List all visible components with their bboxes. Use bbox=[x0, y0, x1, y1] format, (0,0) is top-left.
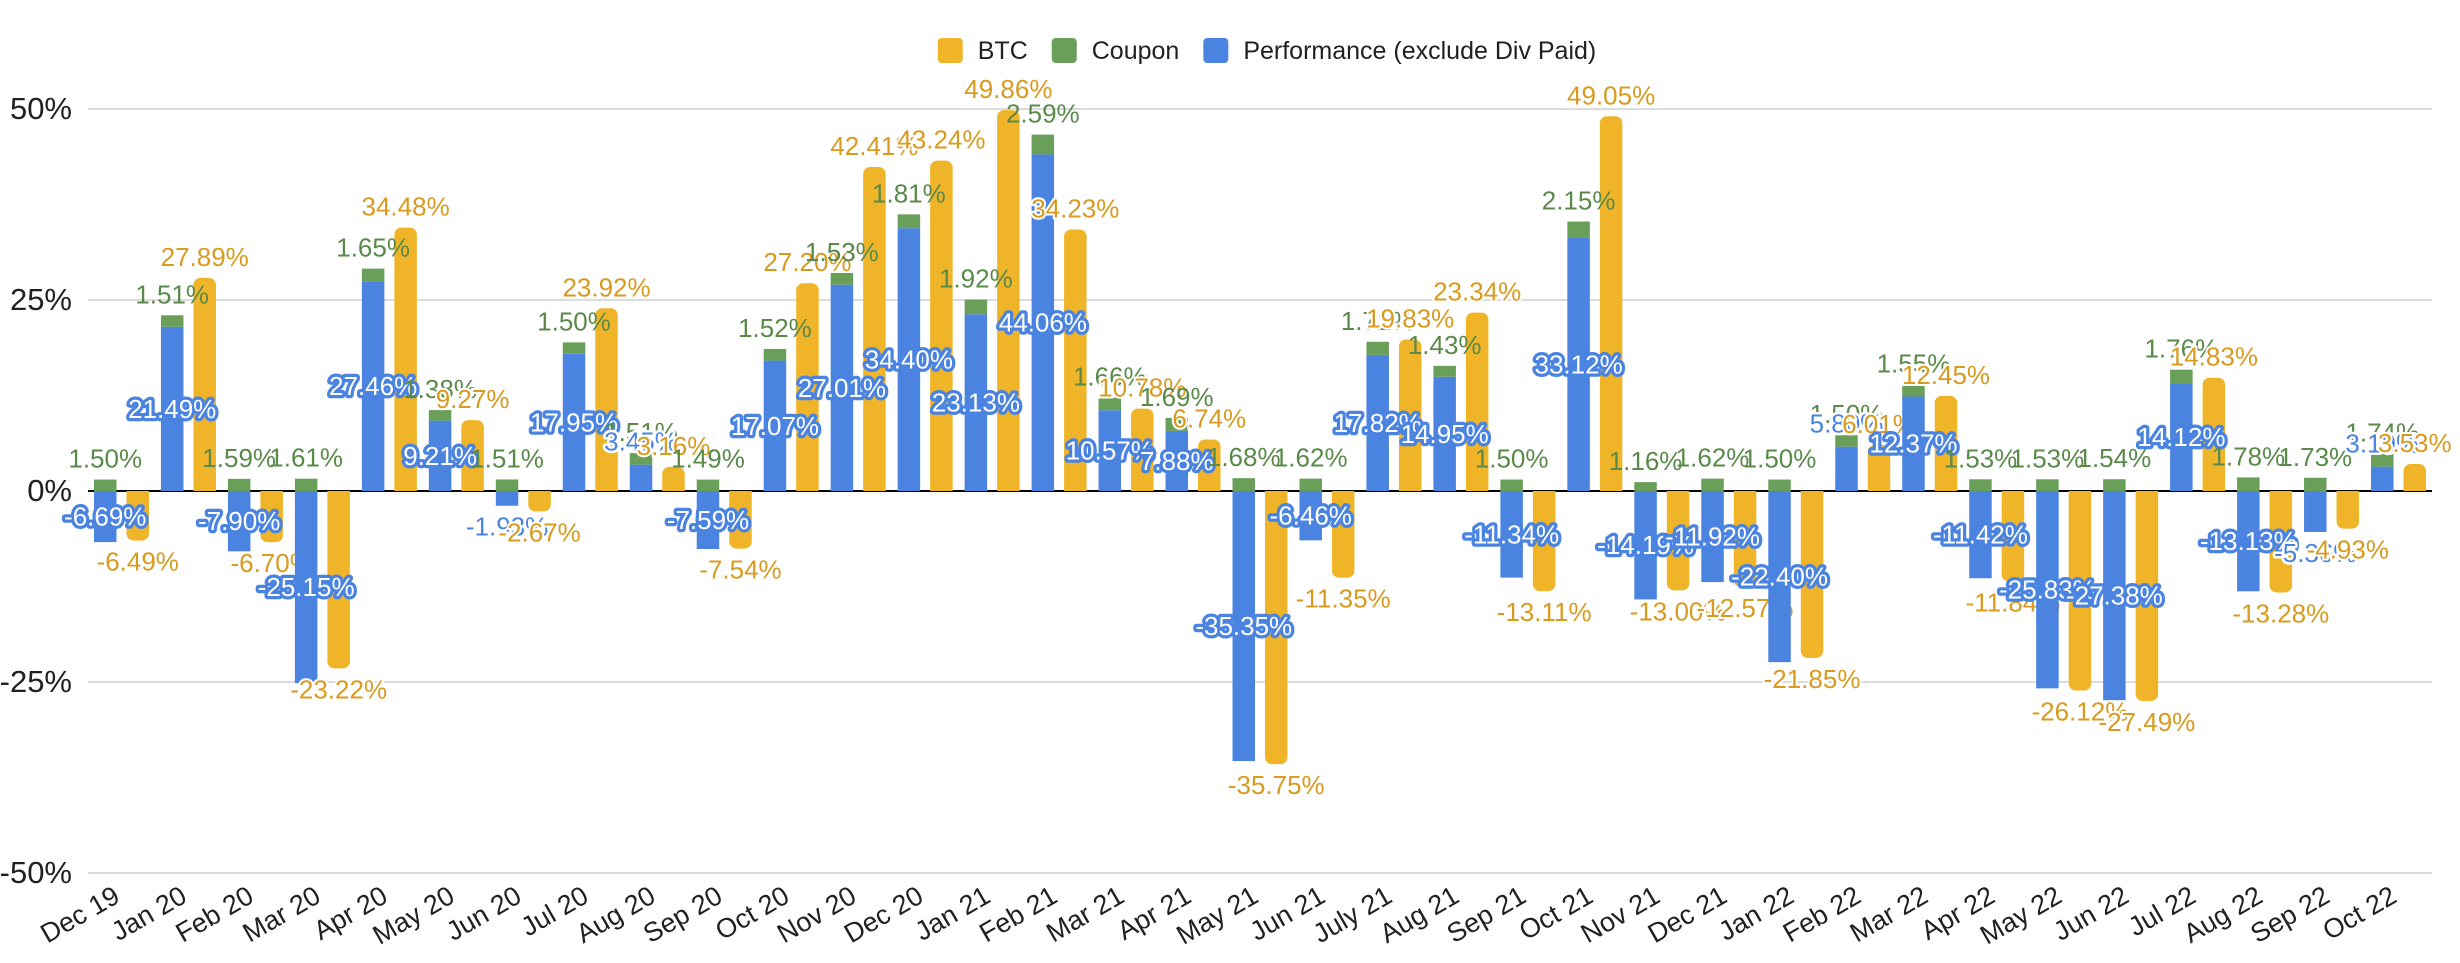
svg-text:43.24%: 43.24% bbox=[897, 125, 985, 155]
svg-text:27.89%: 27.89% bbox=[161, 242, 249, 272]
svg-text:Feb 21: Feb 21 bbox=[974, 880, 1062, 948]
svg-text:49.05%: 49.05% bbox=[1567, 80, 1655, 110]
svg-text:9.21%: 9.21% bbox=[403, 441, 477, 471]
svg-text:-23.22%: -23.22% bbox=[290, 674, 387, 704]
svg-text:Dec 20: Dec 20 bbox=[839, 880, 928, 949]
svg-text:-27.38%: -27.38% bbox=[2066, 581, 2163, 611]
svg-text:1.78%: 1.78% bbox=[2211, 441, 2285, 471]
svg-text:1.73%: 1.73% bbox=[2278, 442, 2352, 472]
svg-text:1.61%: 1.61% bbox=[269, 443, 343, 473]
svg-text:-21.85%: -21.85% bbox=[1764, 664, 1861, 694]
svg-text:1.50%: 1.50% bbox=[1475, 444, 1549, 474]
svg-text:Dec 21: Dec 21 bbox=[1643, 880, 1732, 949]
svg-text:Feb 22: Feb 22 bbox=[1778, 880, 1866, 948]
svg-text:34.40%: 34.40% bbox=[865, 345, 953, 375]
svg-text:BTC: BTC bbox=[978, 37, 1028, 65]
svg-text:1.92%: 1.92% bbox=[939, 264, 1013, 294]
svg-text:-35.35%: -35.35% bbox=[1195, 611, 1292, 641]
svg-text:-25.15%: -25.15% bbox=[258, 572, 355, 602]
svg-text:1.16%: 1.16% bbox=[1609, 446, 1683, 476]
svg-text:1.59%: 1.59% bbox=[202, 443, 276, 473]
svg-text:1.68%: 1.68% bbox=[1207, 442, 1281, 472]
svg-text:23.34%: 23.34% bbox=[1433, 277, 1521, 307]
svg-text:-7.90%: -7.90% bbox=[198, 506, 280, 536]
svg-text:17.07%: 17.07% bbox=[731, 411, 819, 441]
svg-text:7.88%: 7.88% bbox=[1140, 446, 1214, 476]
svg-text:-7.54%: -7.54% bbox=[699, 555, 781, 585]
svg-text:2.15%: 2.15% bbox=[1542, 186, 1616, 216]
svg-text:14.83%: 14.83% bbox=[2170, 342, 2258, 372]
svg-text:1.51%: 1.51% bbox=[470, 443, 544, 473]
svg-text:2.59%: 2.59% bbox=[1006, 99, 1080, 129]
svg-text:-27.49%: -27.49% bbox=[2098, 707, 2195, 737]
svg-text:23.92%: 23.92% bbox=[562, 272, 650, 302]
svg-text:-25%: -25% bbox=[0, 664, 72, 699]
svg-text:Mar 22: Mar 22 bbox=[1845, 880, 1933, 948]
svg-text:6.74%: 6.74% bbox=[1172, 404, 1246, 434]
svg-text:12.45%: 12.45% bbox=[1902, 360, 1990, 390]
svg-text:33.12%: 33.12% bbox=[1535, 349, 1623, 379]
svg-text:50%: 50% bbox=[10, 91, 72, 126]
svg-text:Mar 21: Mar 21 bbox=[1041, 880, 1129, 948]
svg-text:1.43%: 1.43% bbox=[1408, 330, 1482, 360]
svg-text:-6.46%: -6.46% bbox=[1270, 501, 1352, 531]
svg-text:-11.92%: -11.92% bbox=[1665, 522, 1760, 552]
svg-text:Jun 22: Jun 22 bbox=[2048, 880, 2133, 947]
svg-text:1.50%: 1.50% bbox=[537, 306, 611, 336]
svg-text:Sep 22: Sep 22 bbox=[2245, 880, 2334, 949]
svg-text:-13.28%: -13.28% bbox=[2232, 598, 2329, 628]
svg-text:1.50%: 1.50% bbox=[68, 444, 142, 474]
svg-text:Oct 22: Oct 22 bbox=[2318, 880, 2402, 946]
svg-text:-11.34%: -11.34% bbox=[1464, 519, 1559, 549]
svg-text:1.53%: 1.53% bbox=[2011, 443, 2085, 473]
svg-text:23.13%: 23.13% bbox=[932, 388, 1020, 418]
svg-text:Mar 20: Mar 20 bbox=[238, 880, 326, 948]
svg-text:-50%: -50% bbox=[0, 855, 72, 890]
svg-text:3.53%: 3.53% bbox=[2378, 428, 2452, 458]
svg-text:25%: 25% bbox=[10, 282, 72, 317]
svg-text:-11.35%: -11.35% bbox=[1296, 584, 1391, 614]
svg-text:27.01%: 27.01% bbox=[798, 373, 886, 403]
svg-text:1.49%: 1.49% bbox=[671, 444, 745, 474]
svg-text:-6.69%: -6.69% bbox=[64, 502, 146, 532]
svg-text:Feb 20: Feb 20 bbox=[171, 880, 259, 948]
svg-text:-22.40%: -22.40% bbox=[1731, 562, 1828, 592]
svg-text:1.50%: 1.50% bbox=[1743, 444, 1817, 474]
svg-text:Dec 19: Dec 19 bbox=[35, 880, 124, 949]
svg-text:Sep 20: Sep 20 bbox=[638, 880, 727, 949]
svg-text:Sep 21: Sep 21 bbox=[1442, 880, 1531, 949]
svg-text:-13.11%: -13.11% bbox=[1497, 597, 1592, 627]
svg-text:Coupon: Coupon bbox=[1092, 37, 1180, 65]
svg-text:1.62%: 1.62% bbox=[1274, 443, 1348, 473]
svg-text:34.48%: 34.48% bbox=[362, 192, 450, 222]
svg-text:1.62%: 1.62% bbox=[1676, 443, 1750, 473]
svg-text:1.53%: 1.53% bbox=[1944, 443, 2018, 473]
svg-text:-4.93%: -4.93% bbox=[2307, 535, 2389, 565]
svg-text:Jun 20: Jun 20 bbox=[441, 880, 526, 947]
svg-text:Performance (exclude Div Paid): Performance (exclude Div Paid) bbox=[1243, 37, 1596, 65]
svg-text:9.27%: 9.27% bbox=[436, 384, 510, 414]
svg-text:34.23%: 34.23% bbox=[1031, 193, 1119, 223]
svg-text:1.65%: 1.65% bbox=[336, 233, 410, 263]
svg-text:1.81%: 1.81% bbox=[872, 178, 946, 208]
svg-text:1.51%: 1.51% bbox=[135, 279, 209, 309]
svg-text:44.06%: 44.06% bbox=[999, 308, 1087, 338]
svg-text:-6.49%: -6.49% bbox=[97, 547, 179, 577]
svg-text:-2.67%: -2.67% bbox=[498, 517, 580, 547]
svg-text:1.52%: 1.52% bbox=[738, 313, 812, 343]
svg-text:-7.59%: -7.59% bbox=[667, 505, 749, 535]
svg-text:21.49%: 21.49% bbox=[128, 394, 216, 424]
svg-text:-35.75%: -35.75% bbox=[1228, 770, 1325, 800]
svg-text:-11.42%: -11.42% bbox=[1933, 520, 2028, 550]
svg-text:1.53%: 1.53% bbox=[805, 237, 879, 267]
